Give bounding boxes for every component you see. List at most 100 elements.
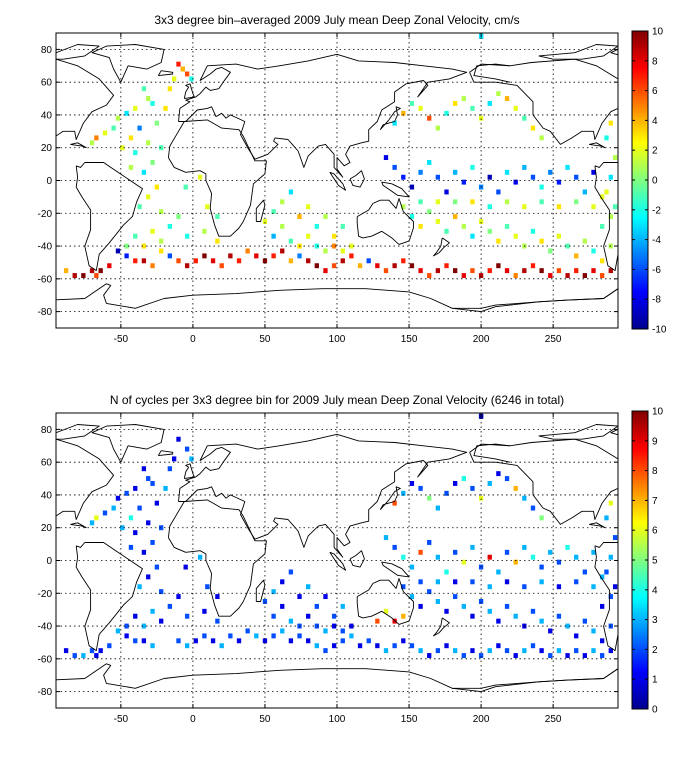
- data-cell: [154, 500, 160, 506]
- data-cell: [340, 638, 345, 644]
- data-cell: [228, 253, 233, 259]
- data-cell: [340, 248, 345, 254]
- data-cell: [392, 120, 397, 126]
- data-cell: [504, 268, 510, 274]
- data-cell: [418, 223, 423, 229]
- colorbar-tick-label: 0: [652, 705, 658, 716]
- data-cell: [435, 648, 441, 654]
- colorbar-tick-label: 5: [652, 556, 658, 567]
- data-cell: [530, 554, 536, 560]
- data-cell: [539, 564, 544, 570]
- cycles-cells: [63, 413, 618, 659]
- data-cell: [271, 633, 276, 639]
- data-cell: [409, 214, 415, 220]
- coastline: [349, 170, 365, 188]
- data-cell: [111, 505, 116, 511]
- data-cell: [154, 564, 160, 570]
- data-cell: [159, 618, 164, 624]
- data-cell: [574, 174, 579, 180]
- coastline: [167, 499, 267, 617]
- data-cell: [522, 495, 527, 501]
- data-cell: [418, 549, 423, 555]
- data-cell: [522, 544, 527, 550]
- data-cell: [163, 485, 168, 491]
- data-cell: [89, 140, 95, 146]
- data-cell: [254, 633, 259, 639]
- data-cell: [176, 594, 181, 600]
- data-cell: [504, 223, 510, 229]
- data-cell: [205, 584, 210, 590]
- coastline: [538, 44, 618, 60]
- data-cell: [262, 599, 268, 604]
- x-tick-label: 200: [473, 334, 490, 345]
- data-cell: [418, 579, 423, 585]
- y-tick-label: 0: [46, 556, 52, 567]
- data-cell: [167, 223, 172, 229]
- data-cell: [357, 263, 363, 269]
- data-cell: [202, 253, 207, 259]
- data-cell: [409, 564, 415, 570]
- data-cell: [522, 268, 527, 274]
- data-cell: [63, 648, 69, 654]
- data-cell: [427, 589, 432, 595]
- data-cell: [184, 71, 190, 77]
- y-tick-label: -60: [38, 654, 53, 665]
- coastline: [677, 451, 691, 456]
- coastline: [473, 443, 511, 463]
- data-cell: [608, 120, 613, 126]
- coastline: [178, 53, 468, 178]
- data-cell: [331, 243, 337, 249]
- data-cell: [375, 618, 380, 624]
- data-cell: [383, 608, 389, 614]
- data-cell: [548, 549, 553, 555]
- colorbar-tick-label: 8: [652, 56, 658, 67]
- data-cell: [470, 199, 475, 205]
- data-cell: [608, 268, 613, 274]
- data-cell: [120, 525, 125, 531]
- data-cell: [98, 268, 103, 274]
- velocity-coastlines: [56, 44, 618, 313]
- data-cell: [107, 643, 112, 649]
- x-tick-label: 150: [401, 334, 418, 345]
- data-cell: [574, 579, 579, 585]
- data-cell: [444, 110, 449, 116]
- data-cell: [176, 214, 181, 220]
- data-cell: [453, 214, 458, 220]
- data-cell: [539, 515, 544, 521]
- data-cell: [409, 643, 415, 649]
- data-cell: [565, 653, 570, 659]
- data-cell: [487, 204, 492, 210]
- colorbar-tick-label: -4: [652, 235, 661, 246]
- data-cell: [392, 544, 397, 550]
- data-cell: [591, 248, 596, 254]
- coastline: [183, 463, 195, 480]
- data-cell: [401, 613, 406, 619]
- coastline: [75, 162, 143, 272]
- coastline: [469, 58, 618, 145]
- data-cell: [306, 584, 311, 590]
- colorbar-tick-label: 3: [652, 615, 658, 626]
- data-cell: [375, 263, 380, 269]
- data-cell: [470, 613, 475, 619]
- data-cell: [522, 584, 527, 590]
- colorbar-tick-label: -10: [652, 325, 667, 336]
- data-cell: [444, 228, 449, 234]
- data-cell: [159, 209, 164, 215]
- data-cell: [470, 485, 475, 491]
- data-cell: [604, 515, 609, 521]
- data-cell: [72, 653, 77, 659]
- y-tick-label: 80: [41, 45, 53, 56]
- cycles-grid: [56, 413, 618, 708]
- data-cell: [306, 233, 311, 239]
- data-cell: [599, 273, 605, 279]
- data-cell: [556, 204, 562, 210]
- data-cell: [582, 189, 588, 195]
- coastline: [329, 551, 347, 571]
- data-cell: [565, 243, 570, 249]
- coastline: [56, 438, 115, 520]
- data-cell: [478, 273, 484, 279]
- data-cell: [392, 500, 397, 506]
- data-cell: [453, 594, 458, 600]
- data-cell: [141, 549, 147, 555]
- data-cell: [176, 258, 181, 264]
